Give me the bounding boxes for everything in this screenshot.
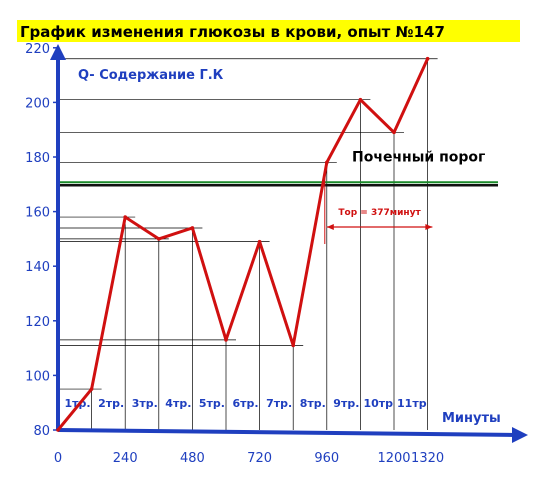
y-tick-label-180: 180 xyxy=(25,151,50,166)
point-label-3: 3тр. xyxy=(132,397,158,410)
data-point-4 xyxy=(157,237,161,241)
data-point-9 xyxy=(325,160,329,165)
y-tick-label-100: 100 xyxy=(25,369,50,384)
tor-arrow-left xyxy=(326,224,334,230)
threshold-label: Почечный порог xyxy=(352,149,485,165)
data-point-11 xyxy=(392,130,396,135)
point-labels: 1тр. 2тр. 3тр. 4тр. 5тр. 6тр. 7тр. 8тр. 9тр. 10тр… xyxy=(65,397,427,410)
point-label-6: 6тр. xyxy=(233,397,259,410)
x-tick-label-1200: 1200 xyxy=(377,451,410,466)
x-tick-label-720: 720 xyxy=(247,451,272,466)
point-label-4: 4тр. xyxy=(165,397,191,410)
x-tick-label-0: 0 xyxy=(54,451,62,466)
point-label-10: 10тр xyxy=(363,397,393,410)
x-tick-label-480: 480 xyxy=(180,451,205,466)
y-axis-label: Q- Содержание Г.К xyxy=(78,68,224,83)
y-tick-label-140: 140 xyxy=(25,260,50,275)
point-label-2: 2тр. xyxy=(98,397,124,410)
point-label-5: 5тр. xyxy=(199,397,225,410)
y-axis-arrow xyxy=(50,44,66,60)
y-tick-label-200: 200 xyxy=(25,96,50,111)
y-tick-labels: 80 100 120 140 160 180 200 220 xyxy=(25,42,50,439)
tor-arrow-right xyxy=(425,224,433,230)
x-tick-labels: 0 240 480 720 960 1200 1320 xyxy=(54,451,444,466)
series-glucose xyxy=(56,56,430,432)
point-label-9: 9тр. xyxy=(333,397,359,410)
guide-lines xyxy=(58,58,438,431)
series-line xyxy=(56,58,429,431)
data-point-8 xyxy=(291,343,296,348)
data-point-10 xyxy=(358,97,363,102)
point-label-8: 8тр. xyxy=(300,397,326,410)
y-tick-label-220: 220 xyxy=(25,42,50,57)
axes xyxy=(50,44,528,443)
y-tick-label-160: 160 xyxy=(25,206,50,221)
threshold: Почечный порог xyxy=(58,149,498,187)
point-label-7: 7тр. xyxy=(266,397,292,410)
data-point-5 xyxy=(190,226,195,230)
x-tick-label-1320: 1320 xyxy=(411,451,444,466)
data-point-6 xyxy=(224,338,228,342)
data-point-2 xyxy=(89,387,94,391)
y-tick-label-80: 80 xyxy=(33,424,50,439)
data-point-1 xyxy=(56,428,60,432)
tor-label: Тор = 377минут xyxy=(338,208,421,218)
data-point-3 xyxy=(123,215,127,219)
data-point-12 xyxy=(425,56,430,61)
x-axis-line xyxy=(57,428,517,437)
x-axis-arrow xyxy=(512,427,528,443)
x-axis-label: Минуты xyxy=(442,411,501,426)
y-tick-label-120: 120 xyxy=(25,315,50,330)
chart-title: График изменения глюкозы в крови, опыт №… xyxy=(20,23,445,41)
tor-annotation: Тор = 377минут xyxy=(324,176,433,244)
x-tick-label-960: 960 xyxy=(314,451,339,466)
point-label-11: 11тр xyxy=(397,397,427,410)
title-highlight xyxy=(17,20,520,42)
data-point-7 xyxy=(257,239,262,244)
x-tick-label-240: 240 xyxy=(113,451,138,466)
